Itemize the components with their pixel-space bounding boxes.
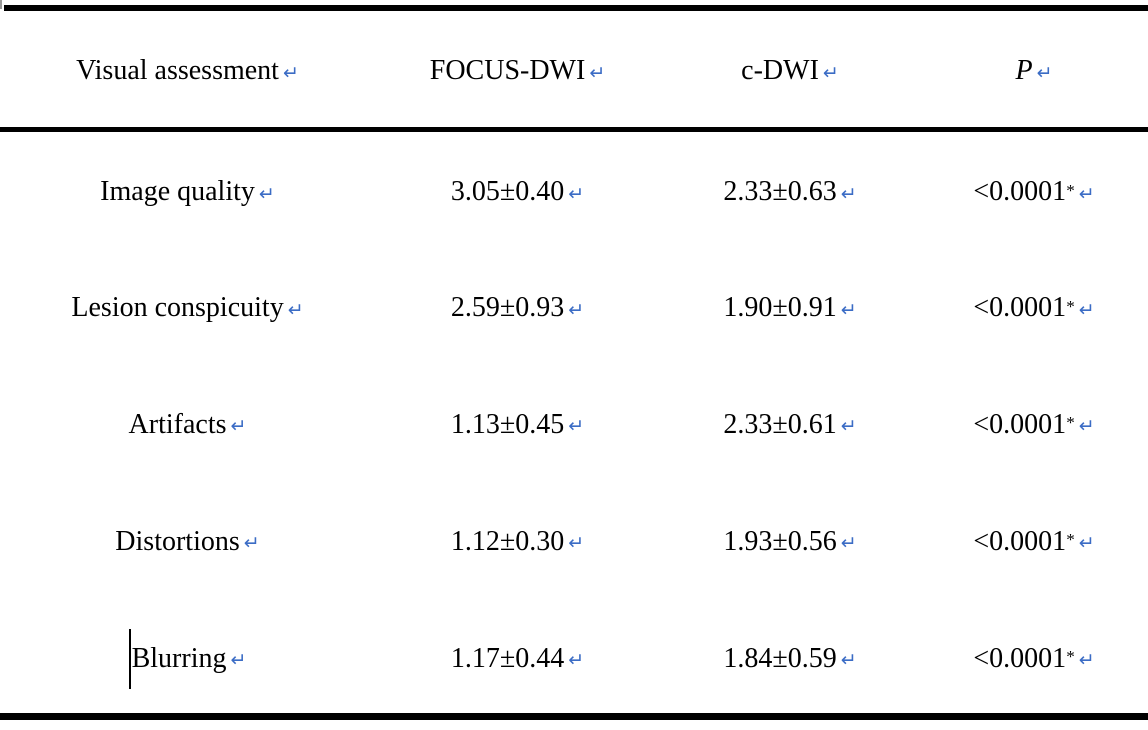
header-label-p: P (1015, 55, 1033, 87)
c-dwi-value-cell[interactable]: 2.33±0.61 ↵ (660, 362, 920, 479)
window-edge-artifact (0, 0, 2, 9)
line-break-mark-icon: ↵ (258, 182, 275, 205)
c-dwi-value: 2.33±0.63 (723, 176, 837, 208)
row-label-cell[interactable]: Image quality ↵ (0, 130, 375, 246)
significance-asterisk: * (1066, 180, 1075, 200)
visual-assessment-table: Visual assessment ↵ FOCUS-DWI ↵ c-DWI ↵ … (0, 0, 1148, 713)
p-value: <0.0001 (973, 176, 1067, 208)
c-dwi-value: 1.93±0.56 (723, 525, 837, 557)
line-break-mark-icon: ↵ (1078, 532, 1095, 554)
header-cell-visual-assessment[interactable]: Visual assessment ↵ (0, 0, 375, 130)
line-break-mark-icon: ↵ (568, 415, 585, 437)
focus-dwi-value: 1.17±0.44 (450, 642, 565, 674)
focus-dwi-value-cell[interactable]: 1.13±0.45 ↵ (375, 362, 660, 479)
header-cell-focus-dwi[interactable]: FOCUS-DWI ↵ (375, 0, 660, 130)
row-label-cell[interactable]: Distortions ↵ (0, 479, 375, 596)
line-break-mark-icon: ↵ (1078, 182, 1095, 205)
line-break-mark-icon: ↵ (230, 649, 247, 671)
focus-dwi-value: 1.12±0.30 (450, 525, 565, 557)
line-break-mark-icon: ↵ (840, 649, 857, 671)
significance-asterisk: * (1066, 530, 1075, 549)
line-break-mark-icon: ↵ (568, 532, 585, 554)
header-label-visual-assessment: Visual assessment (76, 55, 279, 87)
focus-dwi-value: 3.05±0.40 (450, 176, 565, 208)
assessment-label: Blurring (131, 642, 227, 674)
line-break-mark-icon: ↵ (282, 61, 299, 84)
c-dwi-value: 2.33±0.61 (723, 408, 837, 440)
assessment-label: Distortions (115, 525, 240, 557)
line-break-mark-icon: ↵ (1078, 415, 1095, 437)
focus-dwi-value-cell[interactable]: 1.17±0.44 ↵ (375, 596, 660, 713)
focus-dwi-value-cell[interactable]: 3.05±0.40 ↵ (375, 130, 660, 246)
assessment-label: Artifacts (128, 408, 227, 440)
focus-dwi-value: 2.59±0.93 (450, 292, 565, 324)
focus-dwi-value: 1.13±0.45 (450, 408, 565, 440)
c-dwi-value-cell[interactable]: 2.33±0.63 ↵ (660, 130, 920, 246)
line-break-mark-icon: ↵ (589, 61, 606, 84)
assessment-label: Image quality (100, 176, 255, 208)
c-dwi-value-cell[interactable]: 1.90±0.91 ↵ (660, 246, 920, 362)
significance-asterisk: * (1066, 413, 1075, 432)
c-dwi-value-cell[interactable]: 1.93±0.56 ↵ (660, 479, 920, 596)
p-value-cell[interactable]: <0.0001 * ↵ (920, 596, 1148, 713)
header-label-focus-dwi: FOCUS-DWI (429, 55, 586, 87)
c-dwi-value-cell[interactable]: 1.84±0.59 ↵ (660, 596, 920, 713)
significance-asterisk: * (1066, 296, 1075, 316)
row-label-cell[interactable]: Artifacts ↵ (0, 362, 375, 479)
p-value: <0.0001 (973, 525, 1067, 557)
text-cursor (128, 628, 131, 689)
line-break-mark-icon: ↵ (1078, 649, 1095, 671)
line-break-mark-icon: ↵ (822, 61, 839, 84)
header-label-c-dwi: c-DWI (741, 55, 819, 87)
assessment-label: Lesion conspicuity (71, 292, 284, 324)
line-break-mark-icon: ↵ (1078, 298, 1095, 321)
table-bottom-border (0, 713, 1148, 720)
line-break-mark-icon: ↵ (840, 532, 857, 554)
p-value: <0.0001 (973, 292, 1067, 324)
p-value-cell[interactable]: <0.0001 * ↵ (920, 246, 1148, 362)
c-dwi-value: 1.84±0.59 (723, 642, 837, 674)
header-cell-p[interactable]: P ↵ (920, 0, 1148, 130)
p-value: <0.0001 (973, 408, 1067, 440)
line-break-mark-icon: ↵ (840, 182, 857, 205)
line-break-mark-icon: ↵ (840, 298, 857, 321)
p-value-cell[interactable]: <0.0001 * ↵ (920, 479, 1148, 596)
line-break-mark-icon: ↵ (230, 415, 247, 437)
row-label-cell[interactable]: Lesion conspicuity ↵ (0, 246, 375, 362)
p-value-cell[interactable]: <0.0001 * ↵ (920, 362, 1148, 479)
header-cell-c-dwi[interactable]: c-DWI ↵ (660, 0, 920, 130)
p-value-cell[interactable]: <0.0001 * ↵ (920, 130, 1148, 246)
line-break-mark-icon: ↵ (568, 298, 585, 321)
table-header-border (0, 127, 1148, 132)
significance-asterisk: * (1066, 647, 1075, 666)
focus-dwi-value-cell[interactable]: 2.59±0.93 ↵ (375, 246, 660, 362)
line-break-mark-icon: ↵ (1036, 61, 1053, 84)
focus-dwi-value-cell[interactable]: 1.12±0.30 ↵ (375, 479, 660, 596)
line-break-mark-icon: ↵ (568, 182, 585, 205)
row-label-cell[interactable]: Blurring ↵ (0, 596, 375, 713)
table-top-border (4, 5, 1148, 11)
c-dwi-value: 1.90±0.91 (723, 292, 837, 324)
line-break-mark-icon: ↵ (840, 415, 857, 437)
p-value: <0.0001 (973, 642, 1067, 674)
line-break-mark-icon: ↵ (243, 532, 260, 554)
line-break-mark-icon: ↵ (287, 298, 304, 321)
line-break-mark-icon: ↵ (568, 649, 585, 671)
